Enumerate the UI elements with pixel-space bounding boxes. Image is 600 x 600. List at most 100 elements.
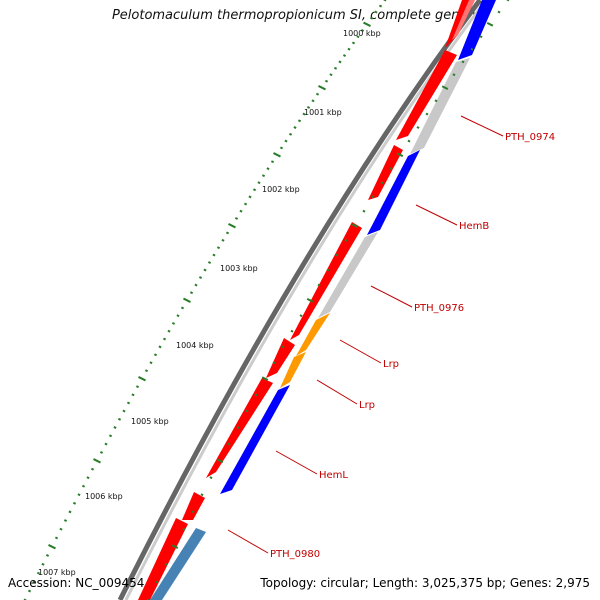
gene-label[interactable]: Lrp [383, 359, 399, 370]
minor-tick [81, 484, 86, 488]
minor-tick [221, 238, 225, 242]
gene-label[interactable]: Lrp [359, 400, 375, 411]
minor-tick [288, 132, 293, 136]
minor-tick [167, 329, 171, 333]
minor-tick [279, 146, 284, 150]
minor-tick [122, 409, 126, 413]
inner-minor-tick [506, 0, 510, 2]
minor-tick [302, 112, 306, 116]
minor-tick [131, 393, 135, 397]
minor-tick [194, 283, 198, 287]
minor-tick [356, 35, 360, 39]
minor-tick [383, 0, 387, 2]
inner-ticks [146, 0, 510, 600]
minor-tick [284, 139, 288, 143]
gene-forward-1[interactable] [445, 0, 475, 48]
inner-minor-tick [254, 393, 258, 397]
minor-tick [261, 174, 266, 178]
gene-label[interactable]: PTH_0980 [270, 549, 320, 560]
gene-reverse-gray-1[interactable] [410, 58, 470, 154]
inner-minor-tick [452, 73, 456, 77]
gene-forward-7[interactable] [182, 492, 205, 520]
minor-tick [45, 554, 50, 557]
inner-major-tick [261, 376, 269, 381]
major-tick [228, 223, 236, 229]
minor-tick [315, 92, 320, 96]
major-tick [138, 376, 146, 382]
inner-minor-tick [200, 493, 204, 497]
inner-minor-tick [281, 345, 285, 349]
scale-label: 1003 kbp [220, 264, 258, 273]
inner-minor-tick [317, 283, 321, 287]
inner-major-tick [486, 22, 494, 27]
inner-minor-tick [380, 181, 384, 185]
minor-tick [63, 519, 68, 522]
minor-tick [333, 66, 338, 70]
gene-forward-2[interactable] [396, 50, 457, 140]
major-tick [273, 152, 281, 158]
minor-tick [297, 119, 302, 123]
minor-tick [329, 73, 333, 77]
gene-forward-8[interactable] [138, 518, 188, 600]
gene-forward-6[interactable] [206, 378, 273, 478]
leader-line [275, 450, 318, 475]
major-tick [48, 544, 56, 550]
gene-label[interactable]: HemB [459, 221, 489, 232]
leader-lines [227, 115, 504, 554]
minor-tick [203, 268, 207, 272]
minor-tick [27, 589, 32, 593]
gene-reverse-blue-2[interactable] [367, 150, 420, 235]
major-tick [183, 297, 191, 303]
minor-tick [257, 181, 261, 185]
inner-minor-tick [155, 580, 159, 584]
minor-tick [306, 105, 311, 109]
minor-tick [171, 321, 176, 325]
inner-minor-tick [479, 35, 483, 39]
inner-minor-tick [290, 329, 294, 333]
minor-tick [207, 261, 212, 264]
inner-minor-tick [497, 10, 501, 14]
gene-reverse-orange-2[interactable] [280, 352, 306, 388]
minor-tick [77, 493, 81, 497]
scale-label: 1005 kbp [131, 417, 169, 426]
minor-tick [158, 345, 162, 349]
gene-forward-3[interactable] [368, 145, 403, 200]
minor-tick [59, 527, 63, 531]
gene-reverse-blue-1[interactable] [458, 0, 496, 60]
minor-tick [99, 450, 104, 454]
gene-reverse-orange-1[interactable] [296, 313, 330, 356]
minor-tick [270, 160, 275, 164]
inner-minor-tick [407, 139, 411, 143]
gene-label[interactable]: PTH_0974 [505, 132, 555, 143]
gene-label[interactable]: HemL [319, 470, 348, 481]
gene-label[interactable]: PTH_0976 [414, 303, 464, 314]
accession-text: Accession: NC_009454 [8, 576, 145, 590]
inner-minor-tick [299, 314, 303, 318]
gene-forward-5[interactable] [266, 338, 295, 378]
minor-tick [324, 79, 329, 83]
minor-tick [347, 47, 351, 51]
major-tick [318, 85, 326, 91]
scale-label: 1006 kbp [85, 492, 123, 501]
minor-tick [360, 29, 365, 32]
minor-tick [266, 167, 270, 171]
gene-forward-4[interactable] [290, 222, 362, 340]
scale-label: 1001 kbp [304, 108, 342, 117]
gene-reverse-blue-3[interactable] [220, 385, 290, 494]
backbone-outer [117, 0, 483, 600]
inner-minor-tick [362, 209, 366, 213]
minor-tick [72, 501, 77, 505]
inner-minor-tick [425, 112, 429, 116]
scale-ticks [23, 0, 387, 600]
minor-tick [135, 385, 140, 389]
inner-minor-tick [191, 510, 195, 514]
minor-tick [239, 209, 243, 213]
gene-reverse-steel-1[interactable] [150, 528, 206, 600]
gene-reverse-gray-2[interactable] [318, 232, 378, 318]
minor-tick [68, 510, 72, 514]
inner-minor-tick [272, 361, 276, 365]
minor-tick [311, 99, 315, 103]
inner-minor-tick [416, 126, 420, 129]
minor-tick [153, 353, 158, 357]
